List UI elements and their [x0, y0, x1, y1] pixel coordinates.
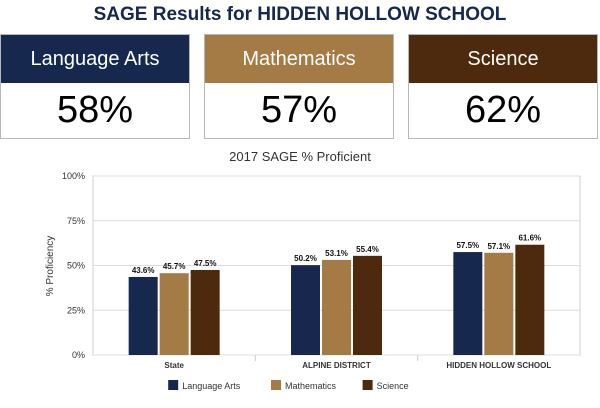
proficiency-bar-chart: 2017 SAGE % Proficient % Proficiency 0% 2…: [45, 149, 581, 391]
data-label: 57.5%: [456, 241, 479, 250]
data-label: 61.6%: [518, 234, 541, 243]
y-tick-label: 0%: [72, 350, 85, 360]
y-tick-label: 100%: [62, 171, 85, 181]
x-tick-label: State: [164, 361, 184, 370]
bar: [515, 244, 545, 355]
legend-swatch: [168, 380, 179, 390]
bar: [453, 252, 483, 355]
data-label: 47.5%: [194, 259, 217, 268]
y-tick-label: 50%: [67, 261, 85, 271]
chart-panel: 2017 SAGE % Proficient % Proficiency 0% 2…: [0, 144, 600, 403]
mathematics-card: Mathematics 57%: [204, 34, 394, 139]
data-label: 50.2%: [294, 254, 317, 263]
bar: [353, 255, 382, 355]
x-tick-label: ALPINE DISTRICT: [302, 361, 371, 370]
subject-cards: Language Arts 58% Mathematics 57% Scienc…: [0, 34, 600, 139]
language-arts-card-label: Language Arts: [1, 35, 189, 83]
legend-label: Language Arts: [182, 381, 241, 391]
legend-label: Science: [377, 381, 409, 391]
data-label: 55.4%: [356, 245, 379, 254]
bar: [128, 276, 158, 355]
mathematics-card-value: 57%: [260, 89, 338, 131]
mathematics-card-label: Mathematics: [205, 35, 393, 83]
language-arts-card-value: 58%: [56, 89, 134, 131]
language-arts-card: Language Arts 58%: [0, 34, 190, 139]
legend-swatch: [271, 380, 281, 390]
data-label: 57.1%: [487, 242, 510, 251]
legend-label: Mathematics: [285, 381, 337, 391]
legend-swatch: [362, 380, 373, 390]
data-label: 45.7%: [163, 262, 186, 271]
page-title: SAGE Results for HIDDEN HOLLOW SCHOOL: [93, 4, 507, 25]
y-tick-label: 25%: [67, 305, 85, 315]
x-tick-label: HIDDEN HOLLOW SCHOOL: [446, 361, 551, 370]
y-tick-label: 75%: [67, 216, 85, 226]
science-card-label: Science: [409, 35, 597, 83]
chart-title: 2017 SAGE % Proficient: [229, 149, 371, 164]
bar: [190, 269, 220, 355]
data-label: 53.1%: [325, 249, 348, 258]
bar: [484, 252, 514, 355]
science-card-value: 62%: [464, 89, 542, 131]
bar: [291, 265, 320, 355]
y-axis-label: % Proficiency: [45, 236, 56, 297]
data-label: 43.6%: [132, 266, 155, 275]
science-card: Science 62%: [408, 34, 598, 139]
bar: [159, 273, 189, 355]
bar: [322, 259, 351, 355]
